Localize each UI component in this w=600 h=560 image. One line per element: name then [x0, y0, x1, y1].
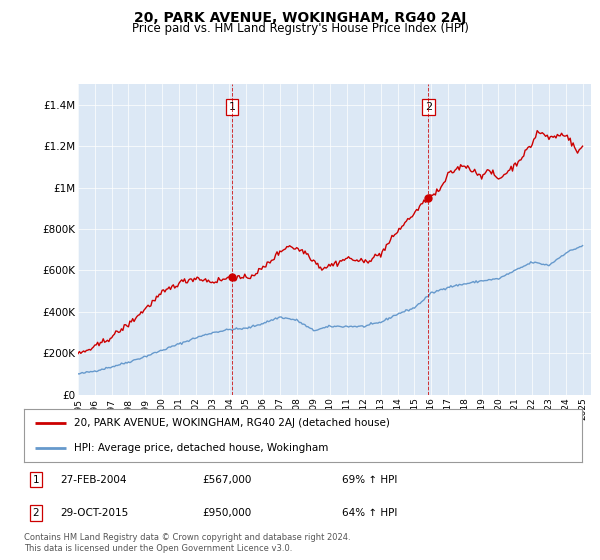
Text: 20, PARK AVENUE, WOKINGHAM, RG40 2AJ (detached house): 20, PARK AVENUE, WOKINGHAM, RG40 2AJ (de…: [74, 418, 390, 428]
Text: £567,000: £567,000: [203, 475, 252, 484]
Text: £950,000: £950,000: [203, 508, 252, 518]
Text: 1: 1: [32, 475, 39, 484]
Text: 2: 2: [425, 102, 432, 112]
Text: 69% ↑ HPI: 69% ↑ HPI: [342, 475, 397, 484]
Text: This data is licensed under the Open Government Licence v3.0.: This data is licensed under the Open Gov…: [24, 544, 292, 553]
Text: 20, PARK AVENUE, WOKINGHAM, RG40 2AJ: 20, PARK AVENUE, WOKINGHAM, RG40 2AJ: [134, 11, 466, 25]
Text: 29-OCT-2015: 29-OCT-2015: [60, 508, 128, 518]
Text: Price paid vs. HM Land Registry's House Price Index (HPI): Price paid vs. HM Land Registry's House …: [131, 22, 469, 35]
Text: 64% ↑ HPI: 64% ↑ HPI: [342, 508, 397, 518]
Text: Contains HM Land Registry data © Crown copyright and database right 2024.: Contains HM Land Registry data © Crown c…: [24, 533, 350, 542]
Text: HPI: Average price, detached house, Wokingham: HPI: Average price, detached house, Woki…: [74, 442, 329, 452]
Text: 27-FEB-2004: 27-FEB-2004: [60, 475, 127, 484]
Text: 1: 1: [229, 102, 235, 112]
Text: 2: 2: [32, 508, 39, 518]
